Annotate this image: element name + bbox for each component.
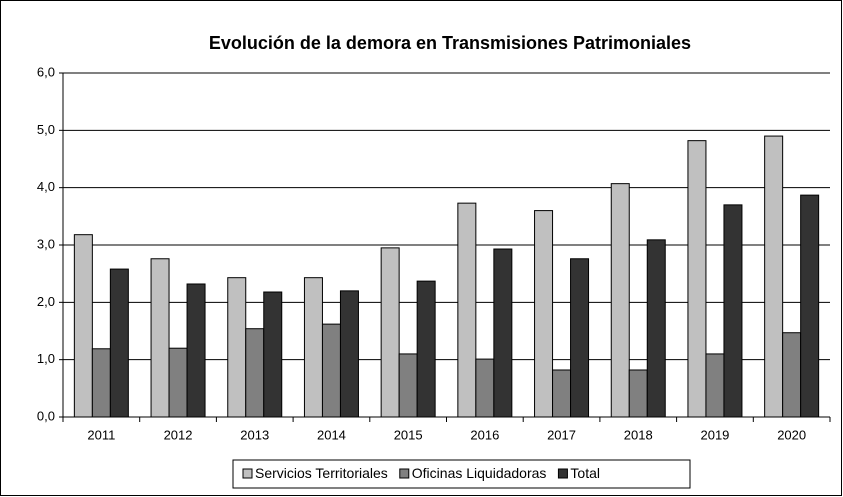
x-tick-label: 2011: [87, 427, 115, 442]
x-tick-label: 2013: [240, 427, 269, 442]
bar: [610, 183, 630, 418]
bar: [475, 358, 495, 418]
bar: [552, 369, 572, 418]
bar: [570, 258, 590, 418]
bar: [303, 277, 323, 418]
y-tick-label: 3,0: [37, 236, 55, 251]
bar: [493, 248, 513, 418]
legend-box: [232, 459, 691, 489]
bar: [73, 234, 93, 418]
bar: [457, 202, 477, 418]
y-tick-label: 5,0: [37, 122, 55, 137]
legend-swatch: [399, 468, 410, 479]
bar: [764, 135, 784, 418]
bar: [705, 353, 725, 418]
bar: [534, 210, 554, 418]
x-tick-label: 2017: [547, 427, 576, 442]
bar: [186, 283, 206, 418]
bar: [227, 277, 247, 418]
bar: [321, 323, 341, 418]
bar: [109, 268, 129, 418]
y-tick-label: 4,0: [37, 179, 55, 194]
bar: [91, 348, 111, 418]
bar: [723, 204, 743, 418]
y-tick-label: 1,0: [37, 351, 55, 366]
x-tick-label: 2020: [777, 427, 806, 442]
legend-swatch: [242, 468, 253, 479]
x-tick-label: 2012: [164, 427, 193, 442]
bar: [628, 369, 648, 418]
chart-title: Evolución de la demora en Transmisiones …: [209, 33, 691, 53]
bar: [782, 332, 802, 418]
x-tick-label: 2018: [624, 427, 653, 442]
y-tick-label: 0,0: [37, 408, 55, 423]
bar: [687, 140, 707, 418]
bar: [150, 258, 170, 418]
bar: [245, 328, 265, 418]
x-tick-label: 2019: [700, 427, 729, 442]
x-tick-label: 2014: [317, 427, 346, 442]
legend-swatch: [557, 468, 568, 479]
y-tick-label: 2,0: [37, 294, 55, 309]
x-tick-label: 2015: [394, 427, 423, 442]
bar: [168, 347, 188, 418]
bar: [380, 247, 400, 418]
legend-label: Total: [570, 465, 600, 481]
legend-label: Servicios Territoriales: [255, 465, 388, 481]
bar: [398, 353, 418, 418]
bar: [263, 291, 283, 418]
bar: [646, 239, 666, 418]
legend-label: Oficinas Liquidadoras: [412, 465, 547, 481]
bar: [416, 280, 436, 418]
y-tick-label: 6,0: [37, 64, 55, 79]
bar: [339, 290, 359, 418]
bar: [800, 194, 820, 418]
x-tick-label: 2016: [470, 427, 499, 442]
